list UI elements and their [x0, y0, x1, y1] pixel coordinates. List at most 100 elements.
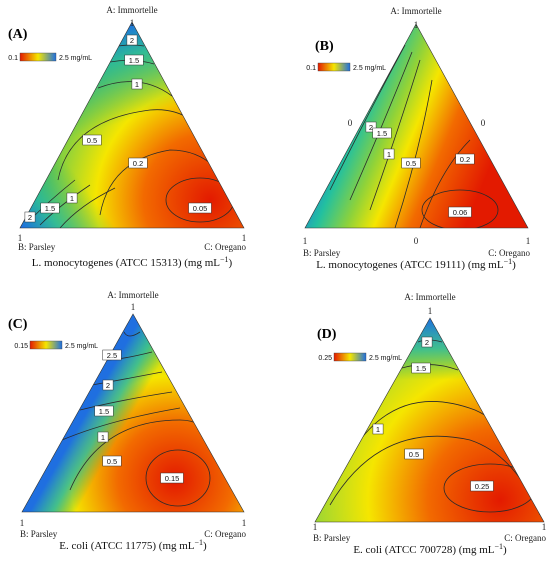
- contour-label-box: [160, 472, 184, 484]
- contour-label: 2: [130, 36, 134, 45]
- axis-title-end: ): [229, 257, 233, 269]
- vertex-label-left: B: Parsley: [20, 529, 58, 539]
- vertex-value-top: 1: [428, 306, 433, 316]
- contour-label-box: [126, 34, 138, 46]
- contour-label-box: [94, 405, 114, 417]
- vertex-label-right: C: Oregano: [488, 248, 530, 258]
- vertex-label-top: A: Immortelle: [107, 290, 158, 300]
- panel-c: [21, 313, 245, 513]
- contour-label: 1.5: [129, 56, 139, 65]
- contour-label-box: [411, 362, 431, 374]
- contour-label: 1.5: [377, 129, 387, 138]
- contour-label-box: [128, 157, 148, 169]
- vertex-label-left: B: Parsley: [18, 242, 56, 252]
- contour-label: 0.05: [193, 204, 208, 213]
- panel-label: (C): [8, 317, 28, 332]
- axis-title-sup: −1: [494, 542, 503, 551]
- legend-max-label: 2.5 mg/mL: [369, 355, 402, 362]
- vertex-value-top: 1: [131, 302, 136, 312]
- contour-label-box: [82, 134, 102, 146]
- vertex-value-right: 1: [542, 522, 547, 532]
- contour-label-box: [448, 206, 472, 218]
- vertex-label-left: B: Parsley: [303, 248, 341, 258]
- contour-label-box: [97, 431, 109, 443]
- legend-min-label: 0.1: [8, 55, 18, 62]
- vertex-label-top: A: Immortelle: [390, 6, 441, 16]
- axis-title-sup: −1: [220, 255, 229, 264]
- contour-label: 1: [387, 150, 391, 159]
- contour-label: 0.25: [475, 482, 490, 491]
- vertex-label-left: B: Parsley: [313, 533, 351, 543]
- vertex-value-top: 1: [414, 20, 419, 30]
- axis-title-sup: −1: [504, 257, 513, 266]
- contour-label-box: [383, 148, 395, 160]
- axis-tick-label: 0: [414, 236, 419, 246]
- vertex-label-right: C: Oregano: [204, 242, 246, 252]
- legend-colorbar: [19, 52, 57, 62]
- contour-label-box: [401, 157, 421, 169]
- vertex-label-right: C: Oregano: [204, 529, 246, 539]
- vertex-value-left: 1: [20, 518, 25, 528]
- contour-label: 2.5: [107, 351, 117, 360]
- contour-label: 1: [376, 425, 380, 434]
- contour-label-box: [102, 379, 114, 391]
- contour-label-box: [124, 54, 144, 66]
- axis-tick-label: 0: [348, 118, 353, 128]
- axis-title: L. monocytogenes (ATCC 19111) (mg mL−1): [316, 257, 516, 271]
- legend-min-label: 0.15: [14, 343, 28, 350]
- axis-title-main: E. coli (ATCC 700728) (mg mL: [353, 544, 494, 556]
- vertex-value-left: 1: [303, 236, 308, 246]
- legend-min-label: 0.25: [318, 355, 332, 362]
- contour-label-box: [24, 211, 36, 223]
- contour-label-box: [102, 349, 122, 361]
- contour-label: 1.5: [99, 407, 109, 416]
- contour-label: 2: [369, 123, 373, 132]
- contour-label-box: [404, 448, 424, 460]
- contour-label: 2: [28, 213, 32, 222]
- contour-label: 1.5: [45, 204, 55, 213]
- contour-label: 0.15: [165, 474, 180, 483]
- contour-label-box: [40, 202, 60, 214]
- axis-title-end: ): [512, 259, 516, 271]
- contour-label-box: [66, 192, 78, 204]
- vertex-value-right: 1: [242, 518, 247, 528]
- vertex-label-top: A: Immortelle: [106, 5, 157, 15]
- panel-b: [304, 23, 529, 229]
- contour-label: 2: [425, 338, 429, 347]
- panel-label: (A): [8, 27, 28, 42]
- vertex-value-left: 1: [313, 522, 318, 532]
- legend-max-label: 2.5 mg/mL: [353, 65, 386, 72]
- contour-label-box: [455, 153, 475, 165]
- axis-title-main: L. monocytogenes (ATCC 19111) (mg mL: [316, 259, 504, 271]
- axis-title-sup: −1: [195, 538, 204, 547]
- contour-label: 0.06: [453, 208, 468, 217]
- contour-label-box: [470, 480, 494, 492]
- axis-tick-label: 0: [481, 118, 486, 128]
- legend-max-label: 2.5 mg/mL: [59, 55, 92, 62]
- contour-label: 0.2: [460, 155, 470, 164]
- vertex-value-top: 1: [130, 18, 135, 28]
- axis-title-main: E. coli (ATCC 11775) (mg mL: [59, 540, 195, 552]
- axis-title: L. monocytogenes (ATCC 15313) (mg mL−1): [32, 255, 233, 269]
- axis-title-main: L. monocytogenes (ATCC 15313) (mg mL: [32, 257, 220, 269]
- contour-label: 1: [70, 194, 74, 203]
- legend-min-label: 0.1: [306, 65, 316, 72]
- vertex-label-right: C: Oregano: [504, 533, 546, 543]
- contour-label: 0.2: [133, 159, 143, 168]
- contour-label-box: [372, 423, 384, 435]
- contour-label: 2: [106, 381, 110, 390]
- vertex-value-right: 1: [526, 236, 531, 246]
- contour-label: 0.5: [406, 159, 416, 168]
- panel-label: (B): [315, 39, 334, 54]
- contour-label: 0.5: [107, 457, 117, 466]
- vertex-value-right: 1: [242, 233, 247, 243]
- axis-title: E. coli (ATCC 700728) (mg mL−1): [353, 542, 507, 556]
- contour-label: 1: [101, 433, 105, 442]
- contour-label: 1.5: [416, 364, 426, 373]
- axis-title-end: ): [203, 540, 207, 552]
- contour-label: 0.5: [409, 450, 419, 459]
- contour-label-box: [372, 127, 392, 139]
- panel-b-heatmap: [305, 24, 528, 228]
